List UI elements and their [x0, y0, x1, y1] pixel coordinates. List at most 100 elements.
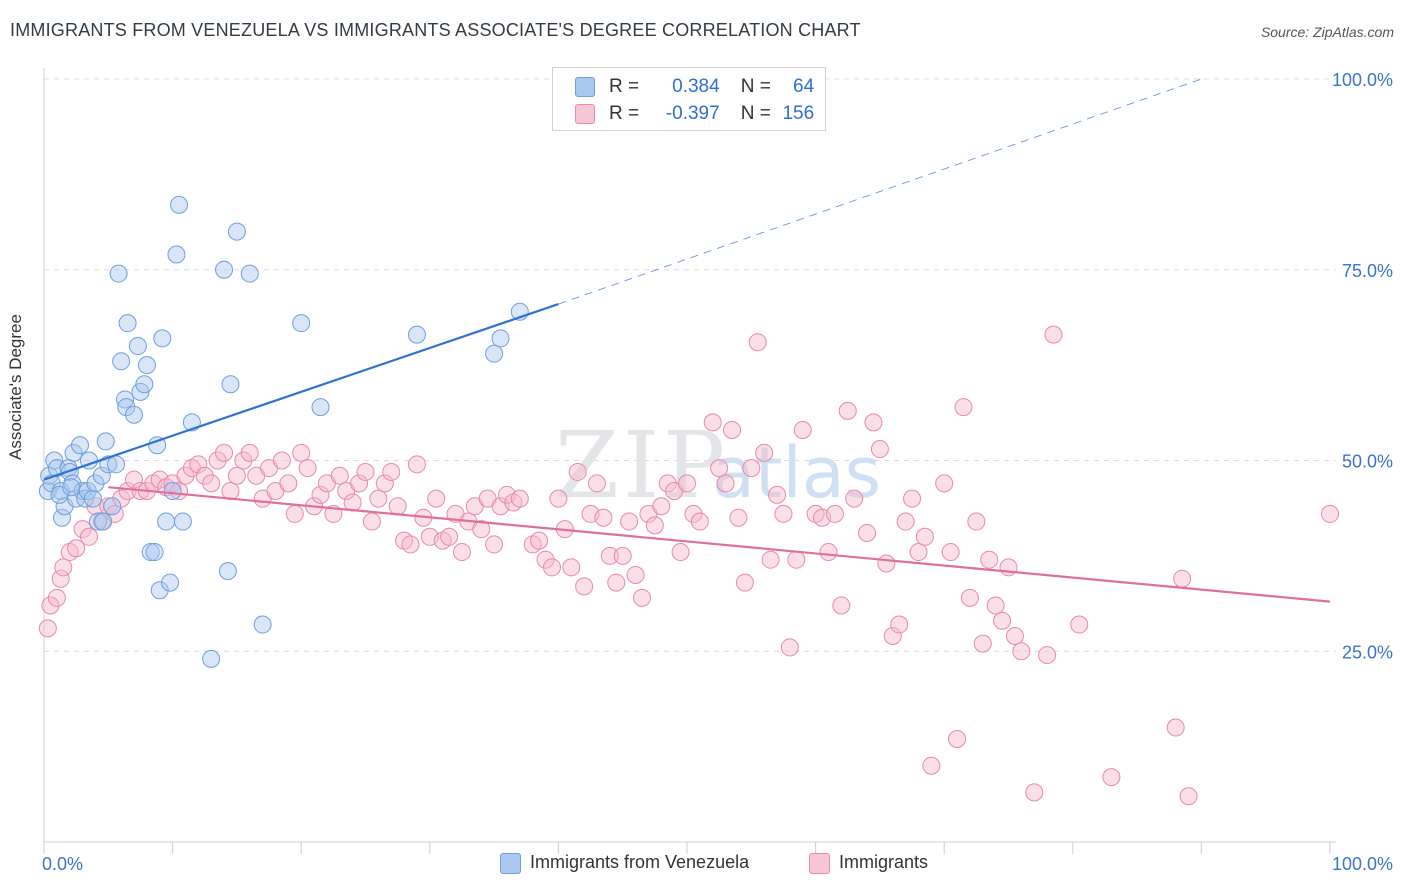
data-point [145, 543, 164, 562]
data-point [883, 626, 902, 645]
data-point [491, 329, 510, 348]
data-point [440, 527, 459, 546]
data-point [292, 443, 311, 462]
data-point [787, 550, 806, 569]
data-point [112, 489, 131, 508]
watermark-atlas: atlas [712, 432, 881, 514]
data-point [279, 474, 298, 493]
data-point [96, 432, 115, 451]
data-point [896, 512, 915, 531]
data-point [684, 504, 703, 523]
data-point [1005, 626, 1024, 645]
data-point [742, 459, 761, 478]
data-point [1321, 504, 1339, 523]
data-point [1173, 569, 1192, 588]
data-point [620, 512, 639, 531]
bottom-legend-swatch-blue [500, 853, 521, 874]
data-point [227, 466, 246, 485]
data-point [671, 543, 690, 562]
data-point [858, 523, 877, 542]
data-point [562, 558, 581, 577]
data-point [150, 581, 169, 600]
data-point [549, 489, 568, 508]
data-point [999, 558, 1018, 577]
data-point [107, 455, 126, 474]
y-tick-label: 100.0% [1332, 70, 1393, 90]
y-tick-label: 25.0% [1342, 642, 1393, 662]
trend-lines [43, 78, 1331, 603]
bottom-legend-swatch-pink [809, 853, 830, 874]
series-immigrants [38, 325, 1339, 806]
data-point [536, 550, 555, 569]
data-point [208, 451, 227, 470]
data-point [41, 596, 60, 615]
data-point [838, 401, 857, 420]
bottom-legend-label-immigrants: Immigrants [839, 852, 929, 872]
data-point [148, 436, 167, 455]
data-point [793, 420, 812, 439]
data-point [221, 375, 240, 394]
tick-labels: 25.0% 50.0% 75.0% 100.0% 0.0% 100.0% [42, 70, 1393, 874]
data-point [109, 264, 128, 283]
data-point [92, 466, 111, 485]
legend-text-venezuela: R = 0.384 N = 64 [609, 76, 814, 98]
data-point [626, 565, 645, 584]
data-point [51, 569, 70, 588]
data-point [594, 508, 613, 527]
data-point [485, 535, 504, 554]
data-point [141, 543, 160, 562]
data-point [1038, 646, 1057, 665]
data-point [125, 470, 144, 489]
data-point [774, 504, 793, 523]
data-point [170, 195, 189, 214]
data-point [153, 329, 172, 348]
data-point [118, 314, 137, 333]
data-point [941, 543, 960, 562]
y-tick-label: 50.0% [1342, 452, 1393, 472]
data-point [176, 466, 195, 485]
data-point [173, 512, 192, 531]
data-point [690, 512, 709, 531]
data-point [117, 398, 136, 417]
legend-n-value: 64 [793, 76, 815, 97]
data-point [600, 546, 619, 565]
data-point [542, 558, 561, 577]
data-point [240, 443, 259, 462]
data-point [112, 352, 131, 371]
data-point [125, 405, 144, 424]
legend-swatch-pink [575, 104, 595, 124]
data-point [761, 550, 780, 569]
data-point [973, 634, 992, 653]
data-point [960, 588, 979, 607]
legend-r-label: R = [609, 103, 640, 124]
data-point [71, 436, 90, 455]
data-point [298, 459, 317, 478]
data-point [272, 451, 291, 470]
data-point [903, 489, 922, 508]
data-point [832, 596, 851, 615]
data-point [768, 485, 787, 504]
data-point [227, 222, 246, 241]
data-point [163, 482, 182, 501]
data-point [234, 451, 253, 470]
data-point [1025, 783, 1044, 802]
data-point [253, 615, 272, 634]
data-point [195, 466, 214, 485]
data-point [645, 516, 664, 535]
data-point [877, 554, 896, 573]
data-point [993, 611, 1012, 630]
legend: R = 0.384 N = 64 R = -0.397 N = 156 [552, 67, 826, 131]
data-point [980, 550, 999, 569]
data-point [382, 462, 401, 481]
data-point [215, 443, 234, 462]
data-point [568, 462, 587, 481]
data-point [870, 440, 889, 459]
y-tick-label: 75.0% [1342, 261, 1393, 281]
data-point [221, 482, 240, 501]
data-point [407, 325, 426, 344]
data-point [890, 615, 909, 634]
data-point [240, 264, 259, 283]
data-point [47, 588, 66, 607]
data-point [703, 413, 722, 432]
legend-r-value: -0.397 [665, 103, 720, 124]
